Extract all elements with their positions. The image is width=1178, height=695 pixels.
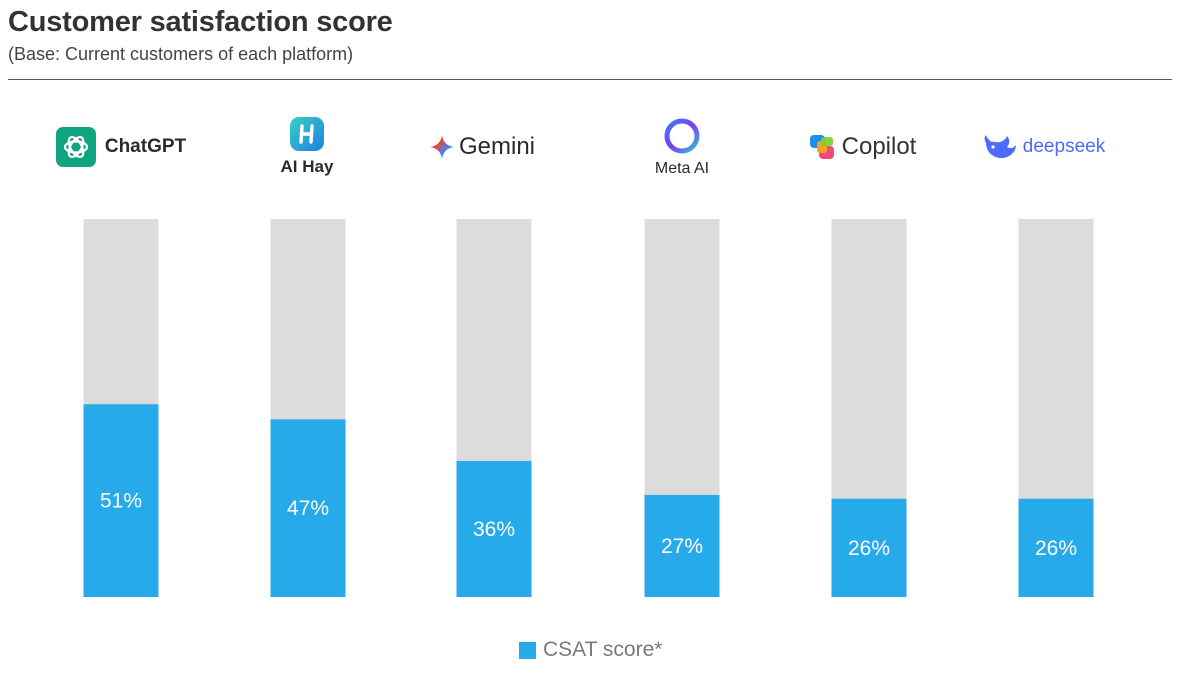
data-label-gemini: 36% xyxy=(473,518,515,541)
data-label-ai-hay: 47% xyxy=(287,497,329,520)
header-divider xyxy=(8,79,1172,80)
data-label-meta-ai: 27% xyxy=(661,535,703,558)
platform-logo-meta-ai: Meta AI xyxy=(587,112,777,182)
platform-logo-deepseek: deepseek xyxy=(949,112,1139,182)
platform-name-gemini: Gemini xyxy=(458,133,536,160)
data-label-chatgpt: 51% xyxy=(100,490,142,513)
gemini-sparkle-icon xyxy=(429,134,455,160)
data-label-copilot: 26% xyxy=(848,537,890,560)
platform-logo-gemini: Gemini xyxy=(387,112,577,182)
bar-csat-deepseek xyxy=(1018,498,1094,597)
platform-logo-ai-hay: AI Hay xyxy=(212,112,402,182)
chart-legend: CSAT score* xyxy=(519,638,662,662)
platform-logo-chatgpt: ChatGPT xyxy=(26,112,216,182)
platform-logo-copilot: Copilot xyxy=(767,112,957,182)
bar-csat-copilot xyxy=(831,498,907,597)
ai-hay-logo-icon xyxy=(290,117,324,151)
platform-name-deepseek: deepseek xyxy=(1022,136,1106,157)
platform-name-chatgpt: ChatGPT xyxy=(104,136,187,157)
bar-csat-ai-hay xyxy=(270,419,346,597)
platform-name-meta-ai: Meta AI xyxy=(654,159,710,177)
chatgpt-logo-icon xyxy=(55,127,96,167)
chart-subtitle: (Base: Current customers of each platfor… xyxy=(8,44,354,64)
bar-csat-meta-ai xyxy=(644,494,720,597)
chart-title: Customer satisfaction score xyxy=(8,6,393,38)
platform-logo-row: ChatGPT AI Hay xyxy=(0,112,1178,202)
data-label-deepseek: 26% xyxy=(1035,537,1077,560)
bar-csat-chatgpt xyxy=(83,404,159,597)
deepseek-whale-icon xyxy=(983,133,1019,161)
copilot-logo-icon xyxy=(808,134,836,160)
legend-swatch-csat xyxy=(519,641,536,659)
platform-name-ai-hay: AI Hay xyxy=(280,157,334,176)
platform-name-copilot: Copilot xyxy=(841,133,917,160)
legend-label-csat: CSAT score* xyxy=(543,638,663,661)
bar-csat-gemini xyxy=(456,460,532,597)
meta-ai-ring-icon xyxy=(663,117,701,155)
